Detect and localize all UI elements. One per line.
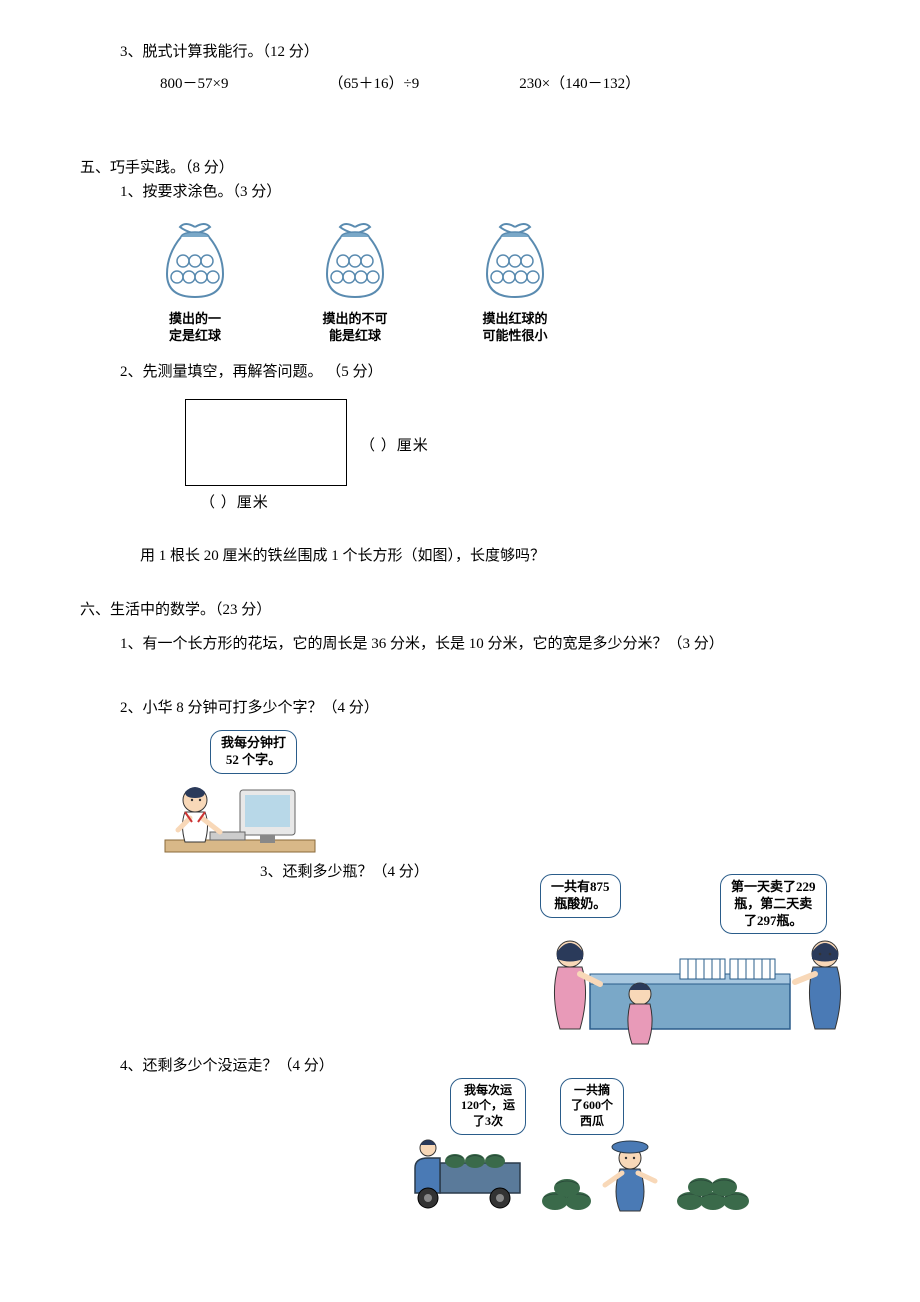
speech-bubble: 我每分钟打 52 个字。 xyxy=(210,730,297,774)
s6-q3-scene: 一共有875 瓶酸奶。 第一天卖了229 瓶，第二天卖 了297瓶。 xyxy=(80,874,840,1054)
bag-icon xyxy=(315,219,395,309)
bag-item-3: 摸出红球的 可能性很小 xyxy=(460,219,570,345)
s6-q2: 2、小华 8 分钟可打多少个字？（4 分） 我每分钟打 52 个字。 xyxy=(80,696,840,860)
s5-q1-title: 1、按要求涂色。（3 分） xyxy=(120,180,840,204)
s5-q2: 2、先测量填空，再解答问题。 （5 分） （ ）厘米 （ ）厘米 用 1 根长 … xyxy=(80,360,840,568)
section-5: 五、巧手实践。（8 分） 1、按要求涂色。（3 分） 摸出的一 定是红球 xyxy=(80,156,840,568)
s5-q1: 1、按要求涂色。（3 分） 摸出的一 定是红球 xyxy=(80,180,840,345)
speech-bubble-left: 一共有875 瓶酸奶。 xyxy=(540,874,621,918)
s6-q3: 3、还剩多少瓶？（4 分） 一共有875 瓶酸奶。 第一天卖了229 瓶，第二天… xyxy=(80,860,840,1054)
section6-title: 六、生活中的数学。（23 分） xyxy=(80,598,840,622)
section-6: 六、生活中的数学。（23 分） 1、有一个长方形的花坛，它的周长是 36 分米，… xyxy=(80,598,840,1218)
rect-right-label: （ ）厘米 xyxy=(360,434,429,458)
s6-q4-title: 4、还剩多少个没运走？（4 分） xyxy=(120,1054,840,1078)
section-q3: 3、脱式计算我能行。（12 分） 800－57×9 （65＋16）÷9 230×… xyxy=(80,40,840,96)
rectangle-box xyxy=(185,399,347,486)
s5-q2-title: 2、先测量填空，再解答问题。 （5 分） xyxy=(120,360,840,384)
student-typing-icon xyxy=(160,770,320,860)
s6-q2-figure: 我每分钟打 52 个字。 xyxy=(120,730,840,860)
s5-q2-question: 用 1 根长 20 厘米的铁丝围成 1 个长方形（如图），长度够吗？ xyxy=(120,544,840,568)
q3-title: 3、脱式计算我能行。（12 分） xyxy=(120,40,840,64)
bag-item-2: 摸出的不可 能是红球 xyxy=(300,219,410,345)
s6-q4: 4、还剩多少个没运走？（4 分） 我每次运 120个，运 了3次 一共摘 了60… xyxy=(80,1054,840,1218)
q3-expr2: （65＋16）÷9 xyxy=(328,72,419,96)
shop-scene-icon xyxy=(530,924,860,1054)
section5-title: 五、巧手实践。（8 分） xyxy=(80,156,840,180)
s6-q2-title: 2、小华 8 分钟可打多少个字？（4 分） xyxy=(120,696,840,720)
rectangle-measure: （ ）厘米 （ ）厘米 xyxy=(120,399,840,529)
bag-icon xyxy=(475,219,555,309)
q3-expr3: 230×（140－132） xyxy=(519,72,640,96)
transport-scene-icon xyxy=(400,1123,780,1223)
bag-caption-1: 摸出的一 定是红球 xyxy=(169,311,221,345)
q3-expressions: 800－57×9 （65＋16）÷9 230×（140－132） xyxy=(120,72,840,96)
bag-caption-2: 摸出的不可 能是红球 xyxy=(322,311,387,345)
bag-row: 摸出的一 定是红球 摸出的不可 能是红球 xyxy=(120,219,840,345)
s6-q1: 1、有一个长方形的花坛，它的周长是 36 分米，长是 10 分米，它的宽是多少分… xyxy=(80,632,840,656)
bag-icon xyxy=(155,219,235,309)
s6-q4-scene: 我每次运 120个，运 了3次 一共摘 了600个 西瓜 xyxy=(120,1078,840,1218)
bag-item-1: 摸出的一 定是红球 xyxy=(140,219,250,345)
bag-caption-3: 摸出红球的 可能性很小 xyxy=(482,311,547,345)
q3-expr1: 800－57×9 xyxy=(160,72,228,96)
rect-bottom-label: （ ）厘米 xyxy=(200,491,269,515)
